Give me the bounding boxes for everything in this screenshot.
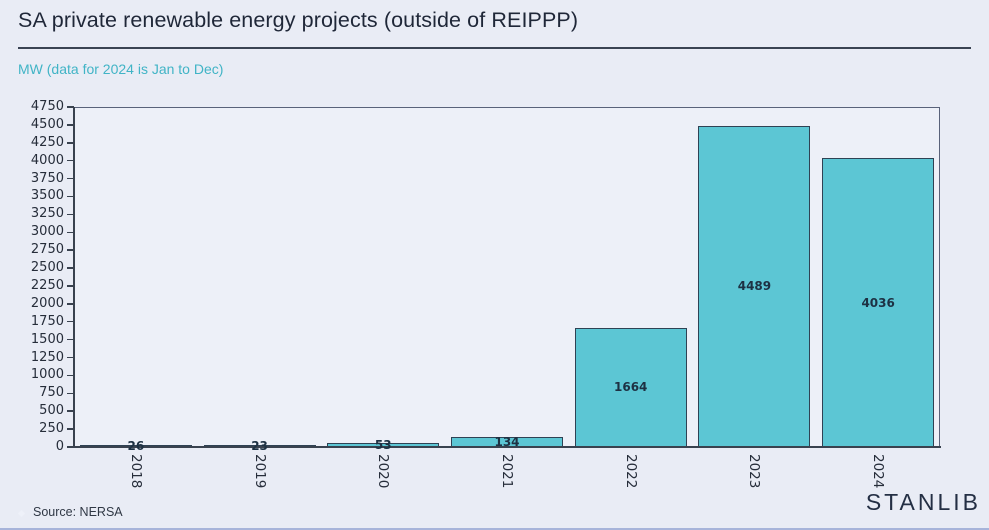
- bar-value-label-2020: 53: [374, 438, 392, 453]
- y-tick-label-1250: 1250: [30, 349, 64, 365]
- y-tick-mark-1750: [67, 320, 74, 323]
- x-tick-label-2019: 2019: [251, 454, 268, 489]
- chart-subtitle: MW (data for 2024 is Jan to Dec): [18, 61, 224, 77]
- bar-value-label-2022: 1664: [614, 380, 648, 395]
- y-tick-label-4250: 4250: [30, 134, 64, 150]
- bar-value-label-2019: 23: [251, 439, 268, 454]
- y-tick-mark-250: [67, 428, 74, 430]
- x-axis-line: [73, 445, 941, 448]
- y-tick-label-2250: 2250: [30, 277, 64, 293]
- bar-value-label-2018: 26: [127, 439, 145, 454]
- x-tick-label-2024: 2024: [870, 454, 887, 489]
- y-tick-label-4750: 4750: [30, 99, 64, 114]
- y-tick-label-4500: 4500: [30, 116, 64, 132]
- y-tick-mark-4500: [67, 124, 74, 126]
- y-tick-label-750: 750: [39, 385, 64, 401]
- x-tick-label-2018: 2018: [127, 454, 144, 489]
- bar-2023: [698, 125, 811, 447]
- bar-2024: [822, 158, 935, 447]
- y-tick-mark-1000: [67, 374, 74, 377]
- y-tick-mark-4250: [67, 142, 74, 144]
- y-tick-label-3000: 3000: [30, 224, 64, 240]
- x-tick-label-2020: 2020: [375, 454, 392, 489]
- y-tick-label-3750: 3750: [30, 170, 64, 186]
- bar-value-label-2024: 4036: [861, 295, 895, 310]
- y-tick-mark-2250: [67, 285, 74, 287]
- y-tick-label-2500: 2500: [30, 260, 64, 276]
- y-tick-mark-2750: [67, 249, 74, 251]
- y-tick-label-4000: 4000: [30, 152, 64, 168]
- y-axis-line: [73, 107, 75, 447]
- y-tick-mark-2500: [67, 267, 74, 269]
- y-tick-mark-500: [67, 410, 74, 412]
- source-note: Source: NERSA: [33, 505, 123, 519]
- y-tick-mark-3250: [67, 213, 74, 216]
- bar-2022: [574, 327, 687, 447]
- y-tick-label-3250: 3250: [30, 206, 64, 222]
- y-tick-mark-3500: [67, 195, 74, 198]
- page-title: SA private renewable energy projects (ou…: [18, 8, 579, 32]
- footer-divider: [0, 528, 989, 530]
- y-tick-mark-1500: [67, 338, 74, 341]
- y-tick-label-0: 0: [55, 439, 64, 454]
- y-tick-label-2750: 2750: [30, 242, 64, 258]
- bar-value-label-2021: 134: [494, 435, 520, 450]
- y-tick-label-250: 250: [39, 421, 64, 437]
- y-tick-mark-4750: [67, 106, 74, 108]
- x-tick-label-2022: 2022: [622, 454, 639, 489]
- title-divider: [18, 47, 971, 49]
- y-tick-label-1000: 1000: [30, 367, 64, 383]
- y-tick-label-3500: 3500: [30, 188, 64, 204]
- y-tick-mark-4000: [67, 159, 74, 162]
- y-tick-mark-2000: [67, 303, 74, 305]
- brand-wordmark: STANLIB: [865, 489, 981, 515]
- x-tick-label-2023: 2023: [746, 454, 763, 489]
- y-tick-label-1500: 1500: [30, 331, 64, 347]
- y-tick-mark-3000: [67, 231, 74, 233]
- x-tick-label-2021: 2021: [499, 454, 515, 489]
- y-tick-label-500: 500: [39, 403, 64, 419]
- y-tick-mark-750: [67, 392, 74, 395]
- y-tick-label-1750: 1750: [30, 313, 64, 329]
- bar-value-label-2023: 4489: [737, 279, 772, 294]
- y-tick-mark-3750: [67, 177, 74, 180]
- y-tick-mark-0: [67, 446, 74, 448]
- y-tick-label-2000: 2000: [30, 295, 64, 311]
- y-tick-mark-1250: [67, 356, 74, 359]
